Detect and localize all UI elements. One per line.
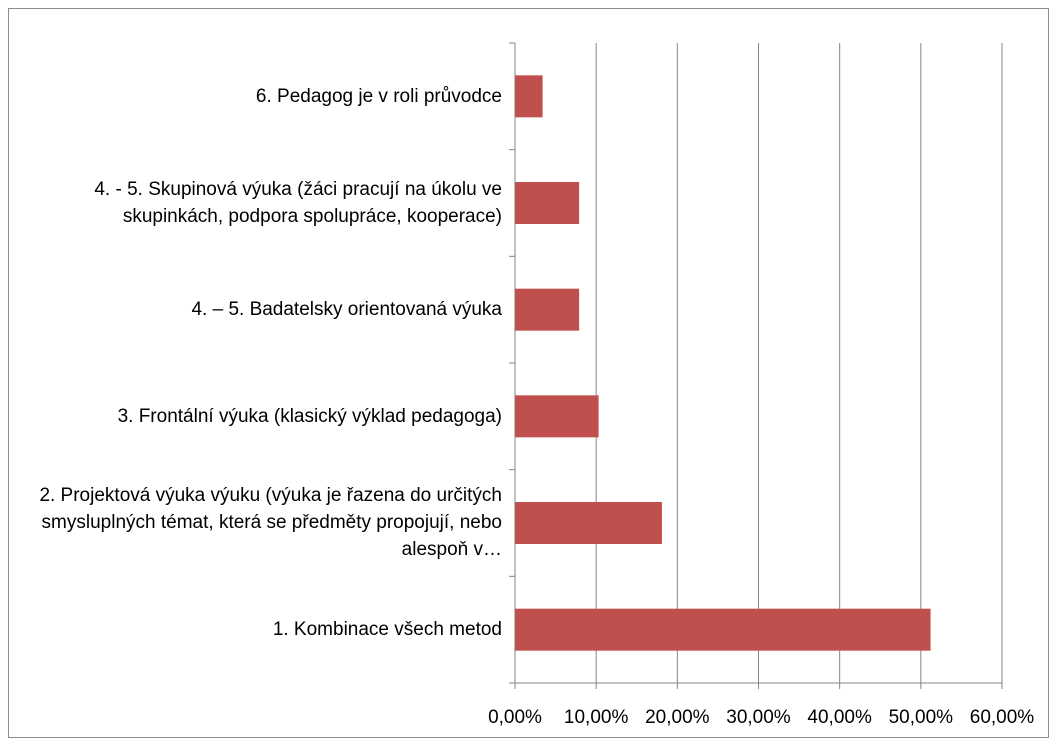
x-tick-label: 0,00%	[488, 707, 542, 728]
y-tick-label: 2. Projektová výuka výuku (výuka je řaze…	[39, 485, 502, 561]
y-tick-label: 4. - 5. Skupinová výuka (žáci pracují na…	[94, 178, 502, 227]
bar	[515, 75, 543, 118]
x-tick-label: 30,00%	[726, 707, 791, 728]
x-tick-label: 50,00%	[888, 707, 954, 728]
y-tick-label: 6. Pedagog je v roli průvodce	[255, 85, 502, 107]
x-tick-label: 10,00%	[563, 707, 629, 728]
bar	[515, 502, 662, 544]
bar	[515, 182, 580, 224]
x-tick-label: 20,00%	[645, 707, 710, 728]
y-tick-label: 4. – 5. Badatelsky orientovaná výuka	[191, 299, 502, 321]
bar	[515, 288, 580, 331]
bar	[515, 608, 931, 651]
bar	[515, 395, 599, 438]
x-tick-label: 60,00%	[969, 707, 1035, 728]
y-tick-label: 1. Kombinace všech metod	[272, 619, 502, 641]
y-tick-label: 3. Frontální výuka (klasický výklad peda…	[117, 405, 502, 427]
x-tick-label: 40,00%	[807, 707, 872, 728]
